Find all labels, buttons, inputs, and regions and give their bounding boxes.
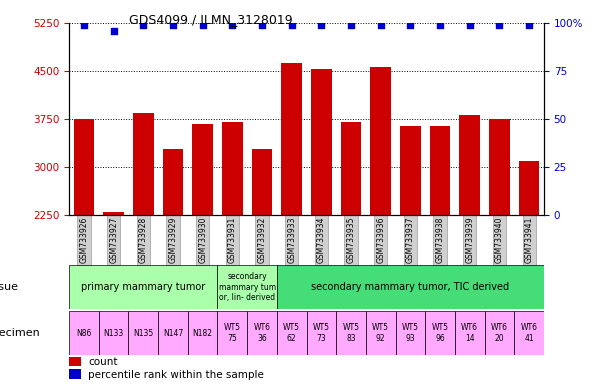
Point	[257, 22, 267, 28]
Bar	[222, 122, 243, 215]
Point	[79, 22, 89, 28]
Point	[376, 22, 385, 28]
Point	[435, 22, 445, 28]
Text: N133: N133	[103, 329, 124, 338]
Text: WT6
20: WT6 20	[491, 323, 508, 343]
Text: N147: N147	[163, 329, 183, 338]
Text: WT5
92: WT5 92	[372, 323, 389, 343]
Point	[168, 22, 178, 28]
Text: percentile rank within the sample: percentile rank within the sample	[88, 370, 264, 380]
Bar	[426, 311, 455, 355]
Bar	[218, 311, 247, 355]
Text: WT6
41: WT6 41	[520, 323, 537, 343]
Bar	[163, 149, 183, 215]
Bar	[336, 311, 366, 355]
Text: WT5
96: WT5 96	[432, 323, 448, 343]
Text: WT5
73: WT5 73	[313, 323, 330, 343]
Text: WT6
14: WT6 14	[461, 323, 478, 343]
Bar	[400, 126, 421, 215]
Bar	[489, 119, 510, 215]
Text: WT5
62: WT5 62	[283, 323, 300, 343]
Bar	[192, 124, 213, 215]
Bar	[281, 63, 302, 215]
Bar	[370, 66, 391, 215]
Point	[495, 22, 504, 28]
Bar	[158, 311, 188, 355]
Bar	[129, 311, 158, 355]
Text: count: count	[88, 357, 118, 367]
Bar	[430, 126, 450, 215]
Bar	[247, 311, 277, 355]
Bar	[366, 311, 395, 355]
Text: secondary
mammary tum
or, lin- derived: secondary mammary tum or, lin- derived	[219, 272, 276, 302]
Bar	[73, 119, 94, 215]
Bar	[307, 311, 336, 355]
Text: N86: N86	[76, 329, 91, 338]
Bar	[99, 311, 129, 355]
Bar	[459, 114, 480, 215]
Text: primary mammary tumor: primary mammary tumor	[81, 282, 206, 292]
Text: N135: N135	[133, 329, 153, 338]
Text: GDS4099 / ILMN_3128019: GDS4099 / ILMN_3128019	[129, 13, 292, 26]
Text: WT5
75: WT5 75	[224, 323, 241, 343]
Point	[198, 22, 207, 28]
Bar	[277, 311, 307, 355]
Bar	[277, 265, 544, 309]
Bar	[514, 311, 544, 355]
Text: specimen: specimen	[0, 328, 40, 338]
Bar	[103, 212, 124, 215]
Bar	[252, 149, 272, 215]
Text: tissue: tissue	[0, 282, 19, 292]
Point	[406, 22, 415, 28]
Text: WT5
93: WT5 93	[402, 323, 419, 343]
Point	[109, 28, 118, 34]
Text: WT5
83: WT5 83	[343, 323, 359, 343]
Text: N182: N182	[193, 329, 213, 338]
Bar	[395, 311, 426, 355]
Bar	[69, 265, 218, 309]
Bar	[519, 161, 540, 215]
Point	[138, 22, 148, 28]
Bar	[455, 311, 484, 355]
Bar	[69, 369, 81, 379]
Bar	[341, 122, 361, 215]
Text: WT6
36: WT6 36	[254, 323, 270, 343]
Bar	[484, 311, 514, 355]
Point	[317, 22, 326, 28]
Point	[346, 22, 356, 28]
Bar	[218, 265, 277, 309]
Bar	[188, 311, 218, 355]
Point	[465, 22, 475, 28]
Bar	[133, 113, 154, 215]
Point	[524, 22, 534, 28]
Point	[287, 22, 296, 28]
Bar	[69, 357, 81, 366]
Bar	[69, 311, 99, 355]
Point	[228, 22, 237, 28]
Text: secondary mammary tumor, TIC derived: secondary mammary tumor, TIC derived	[311, 282, 510, 292]
Bar	[311, 69, 332, 215]
